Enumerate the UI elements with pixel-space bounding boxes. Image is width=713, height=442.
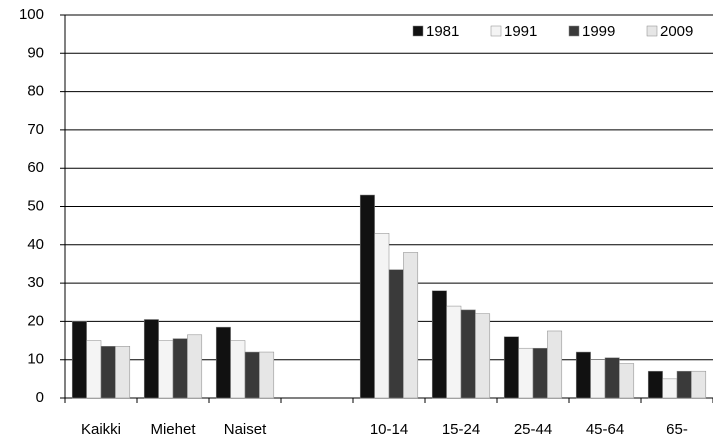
bar — [259, 351, 275, 399]
legend-swatch — [568, 25, 580, 37]
bar — [359, 194, 375, 399]
bar — [518, 347, 534, 399]
bar — [676, 370, 692, 399]
y-tick-label: 0 — [36, 389, 44, 406]
bar — [172, 338, 188, 399]
bar — [662, 378, 678, 399]
bar — [388, 269, 404, 399]
bar — [590, 359, 606, 399]
bar — [547, 330, 563, 399]
legend-swatch — [490, 25, 502, 37]
y-tick-label: 60 — [27, 159, 44, 176]
bar — [575, 351, 591, 399]
bar — [230, 340, 246, 399]
bar — [619, 363, 635, 399]
x-tick-label: 15-24 — [442, 421, 480, 438]
legend-label: 1999 — [582, 23, 615, 40]
y-tick-label: 80 — [27, 83, 44, 100]
y-tick-label: 50 — [27, 197, 44, 214]
x-tick-label: 10-14 — [370, 421, 408, 438]
x-tick-label: 65- — [666, 421, 688, 438]
bar — [71, 321, 87, 399]
bar — [691, 370, 707, 399]
legend-label: 1991 — [504, 23, 537, 40]
bar — [244, 351, 260, 399]
y-tick-label: 10 — [27, 351, 44, 368]
bar — [532, 347, 548, 399]
y-tick-label: 90 — [27, 44, 44, 61]
bar — [460, 309, 476, 399]
y-tick-label: 30 — [27, 274, 44, 291]
x-tick-label: 45-64 — [586, 421, 624, 438]
y-tick-label: 70 — [27, 121, 44, 138]
bar — [403, 252, 419, 399]
bar — [503, 336, 519, 399]
x-tick-label: Miehet — [150, 421, 196, 438]
x-tick-label: 25-44 — [514, 421, 552, 438]
bar — [431, 290, 447, 399]
legend-label: 2009 — [660, 23, 693, 40]
legend-label: 1981 — [426, 23, 459, 40]
bar — [115, 346, 131, 399]
y-tick-label: 40 — [27, 236, 44, 253]
bar — [158, 340, 174, 399]
bar — [647, 370, 663, 399]
x-tick-label: Naiset — [224, 421, 267, 438]
bar — [475, 313, 491, 399]
legend-swatch — [412, 25, 424, 37]
y-tick-label: 20 — [27, 312, 44, 329]
bar — [100, 346, 116, 399]
x-tick-label: Kaikki — [81, 421, 121, 438]
bar — [143, 319, 159, 399]
bar — [187, 334, 203, 399]
bar — [374, 233, 390, 399]
bar — [215, 326, 231, 399]
y-tick-label: 100 — [19, 6, 44, 23]
bar — [86, 340, 102, 399]
bar — [604, 357, 620, 399]
bar — [446, 305, 462, 399]
legend-swatch — [646, 25, 658, 37]
